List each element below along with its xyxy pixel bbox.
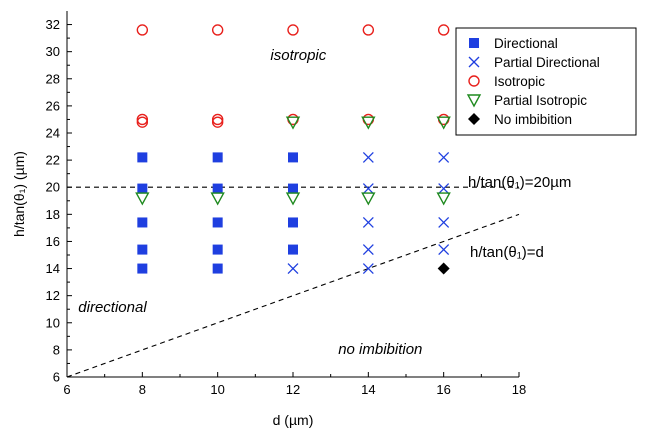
- legend-symbol: [468, 113, 480, 125]
- legend-symbol: [468, 56, 480, 68]
- x-tick-label: 12: [286, 382, 300, 397]
- y-tick-label: 6: [53, 370, 60, 385]
- y-tick-label: 32: [46, 17, 60, 32]
- legend-symbol: [468, 75, 480, 87]
- marker-partial-isotropic: [135, 192, 150, 206]
- legend-symbol: [469, 38, 479, 48]
- marker-directional: [137, 263, 148, 274]
- y-tick-label: 20: [46, 180, 60, 195]
- marker-partial-isotropic: [361, 116, 376, 130]
- diagonal-line-label: h/tan(θ₁)=d: [470, 244, 544, 261]
- marker-partial-directional: [362, 183, 374, 195]
- region-label-directional: directional: [78, 299, 147, 316]
- region-label-no-imbibition: no imbibition: [338, 341, 422, 358]
- marker-directional: [212, 217, 223, 228]
- marker-isotropic: [437, 24, 450, 36]
- marker-partial-directional-stroke: [362, 183, 374, 195]
- plot-axes: 6 8 10 12 14 16 18 6 8 10 12 14 16 18 20 22 24 26 28 30 32: [46, 11, 526, 397]
- x-tick-label: 8: [139, 382, 146, 397]
- marker-directional: [212, 263, 223, 274]
- marker-partial-directional-stroke: [438, 183, 450, 195]
- marker-partial-directional-stroke: [287, 263, 299, 275]
- marker-partial-directional: [438, 217, 450, 228]
- y-tick-label: 26: [46, 98, 60, 113]
- marker-directional: [137, 217, 148, 228]
- marker-partial-isotropic: [436, 116, 451, 130]
- diagonal-threshold-line: [66, 213, 520, 378]
- marker-partial-isotropic: [361, 192, 376, 206]
- marker-directional: [137, 244, 148, 255]
- legend-entry: Isotropic: [494, 74, 545, 89]
- marker-partial-directional-stroke: [438, 244, 450, 256]
- legend-symbol-stroke: [468, 56, 480, 68]
- marker-directional: [137, 152, 148, 163]
- marker-directional: [288, 217, 298, 228]
- marker-directional: [288, 152, 298, 163]
- legend: Directional Partial Directional Isotropic P…: [455, 27, 637, 136]
- marker-partial-directional-stroke: [362, 263, 374, 275]
- marker-partial-directional-stroke: [438, 217, 450, 228]
- x-tick-label: 14: [361, 382, 375, 397]
- marker-partial-directional: [362, 244, 374, 256]
- legend-entry: No imbibition: [494, 112, 572, 127]
- legend-entry: Partial Isotropic: [494, 93, 587, 108]
- region-annotations: isotropic directional no imbibition: [78, 47, 422, 358]
- marker-partial-directional-stroke: [438, 151, 450, 163]
- legend-box: [455, 27, 637, 136]
- legend-entry: Partial Directional: [494, 55, 600, 70]
- marker-no-imbibition: [437, 262, 450, 275]
- y-tick-label: 12: [46, 288, 60, 303]
- marker-partial-directional-stroke: [362, 244, 374, 256]
- y-tick-label: 14: [46, 261, 60, 276]
- x-tick-label: 18: [512, 382, 526, 397]
- marker-directional: [288, 244, 298, 255]
- marker-partial-directional: [362, 217, 374, 228]
- marker-directional: [212, 152, 223, 163]
- y-tick-label: 18: [46, 207, 60, 222]
- y-tick-label: 24: [46, 126, 60, 141]
- horizontal-line-label: h/tan(θ₁)=20µm: [468, 174, 571, 191]
- marker-isotropic: [136, 113, 149, 126]
- legend-symbol: [466, 94, 482, 108]
- region-label-isotropic: isotropic: [270, 47, 326, 64]
- marker-partial-directional: [287, 263, 299, 275]
- x-tick-label: 16: [436, 382, 450, 397]
- marker-partial-directional: [438, 151, 450, 163]
- x-axis-title: d (µm): [273, 412, 314, 428]
- y-tick-label: 8: [53, 342, 60, 357]
- data-markers: [135, 24, 451, 275]
- marker-directional: [212, 183, 223, 194]
- marker-isotropic: [211, 113, 224, 126]
- x-tick-label: 10: [210, 382, 224, 397]
- marker-partial-isotropic: [285, 116, 301, 130]
- marker-partial-directional: [362, 263, 374, 275]
- legend-entry: Directional: [494, 36, 558, 51]
- marker-isotropic: [362, 24, 375, 36]
- marker-partial-isotropic: [436, 192, 451, 206]
- marker-directional: [288, 183, 298, 194]
- y-tick-label: 30: [46, 44, 60, 59]
- marker-partial-isotropic: [285, 192, 301, 206]
- marker-partial-directional: [362, 151, 374, 163]
- marker-partial-directional-stroke: [362, 151, 374, 163]
- y-axis-title: h/tan(θ₁) (µm): [11, 151, 27, 237]
- marker-isotropic: [211, 24, 224, 36]
- marker-directional: [212, 244, 223, 255]
- marker-partial-directional-stroke: [362, 217, 374, 228]
- x-tick-label: 6: [63, 382, 70, 397]
- marker-partial-directional: [438, 183, 450, 195]
- marker-isotropic: [287, 24, 299, 36]
- marker-directional: [137, 183, 148, 194]
- y-tick-label: 16: [46, 234, 60, 249]
- marker-partial-directional: [438, 244, 450, 256]
- marker-partial-isotropic: [210, 192, 225, 206]
- marker-isotropic: [136, 24, 149, 36]
- y-tick-label: 22: [46, 153, 60, 168]
- y-tick-label: 10: [46, 315, 60, 330]
- y-tick-label: 28: [46, 71, 60, 86]
